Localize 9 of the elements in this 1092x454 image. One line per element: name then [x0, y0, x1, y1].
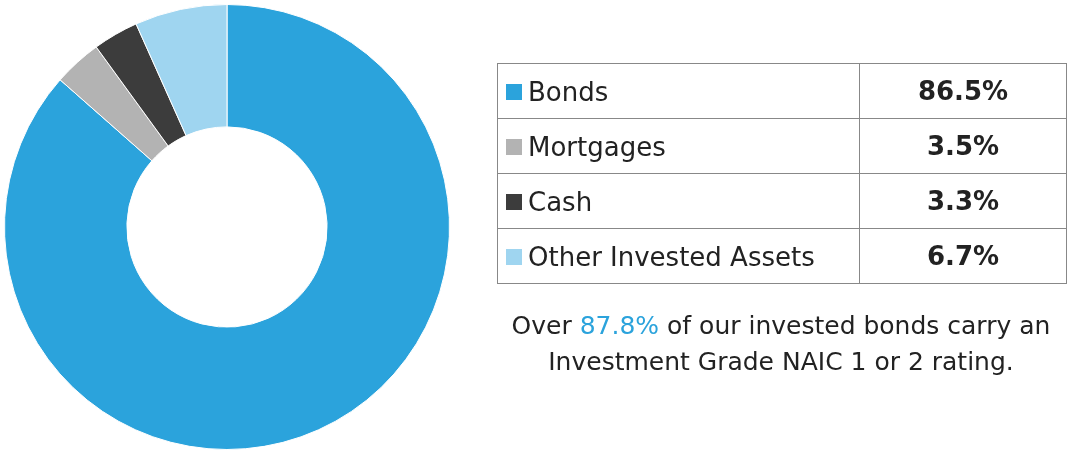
- data-label: 3.5%: [859, 118, 1067, 174]
- legend-label: Other Invested Assets: [528, 241, 815, 272]
- data-label: 86.5%: [859, 63, 1067, 119]
- legend-label: Cash: [528, 186, 593, 217]
- legend-label: Bonds: [528, 76, 609, 107]
- data-label: 3.3%: [859, 173, 1067, 229]
- text: Over 87.8% of our invested bonds carry an Investment Grade NAIC 1 or 2 rating.: [511, 311, 1051, 376]
- legend-label: Mortgages: [528, 131, 666, 162]
- data-label: 6.7%: [859, 228, 1067, 284]
